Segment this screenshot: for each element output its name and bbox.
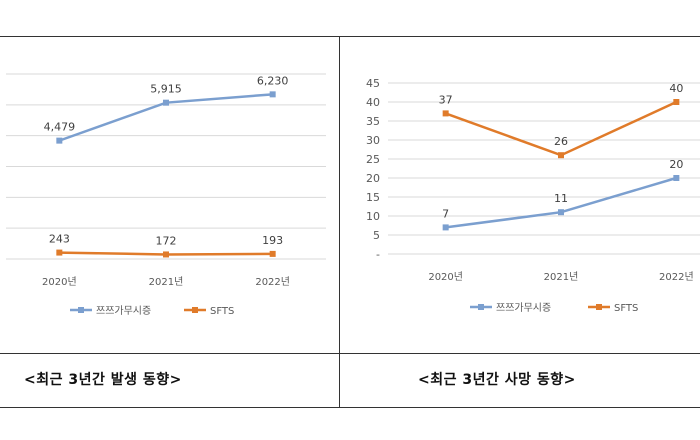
death-chart: - 5 10 15 20 25 30 35 40 45 2020년 2021년 2022년 7 11 20 37… <box>366 77 700 314</box>
data-point-sfts <box>442 110 449 117</box>
y-tick-label: 20 <box>366 172 380 185</box>
legend-marker-sfts <box>596 304 602 310</box>
data-label-tsutsugamushi: 11 <box>554 192 568 205</box>
x-tick-label: 2020년 <box>42 276 77 288</box>
data-label-tsutsugamushi: 5,915 <box>150 83 182 96</box>
y-tick-label: 25 <box>366 153 380 166</box>
death-caption: <최근 3년간 사망 동향> <box>418 372 576 388</box>
y-tick-label: 40 <box>366 96 380 109</box>
x-tick-label: 2021년 <box>149 276 184 288</box>
data-label-sfts: 172 <box>156 234 177 247</box>
data-point-tsutsugamushi <box>673 175 680 181</box>
y-tick-label: 35 <box>366 115 380 128</box>
panel-divider <box>339 36 340 408</box>
caption-divider <box>0 353 700 354</box>
y-tick-label: 5 <box>373 229 380 242</box>
data-point-tsutsugamushi <box>163 99 169 106</box>
table-bottom-border <box>0 407 700 408</box>
y-tick-label: 30 <box>366 134 380 147</box>
data-point-tsutsugamushi <box>442 224 449 231</box>
data-point-sfts <box>56 249 63 256</box>
legend-label-tsutsugamushi: 쯔쯔가무시증 <box>496 302 551 314</box>
data-label-tsutsugamushi: 7 <box>442 207 449 220</box>
legend-marker-tsutsugamushi <box>78 307 84 313</box>
y-tick-label: 45 <box>366 77 380 90</box>
incidence-caption: <최근 3년간 발생 동향> <box>24 372 182 388</box>
data-label-sfts: 243 <box>49 233 70 246</box>
data-point-tsutsugamushi <box>269 91 276 98</box>
data-point-tsutsugamushi <box>558 209 564 216</box>
legend-marker-tsutsugamushi <box>478 304 484 310</box>
y-tick-label: 10 <box>366 210 380 223</box>
legend-label-sfts: SFTS <box>614 303 638 314</box>
y-tick-label: - <box>376 248 380 261</box>
table-top-border <box>0 36 700 37</box>
data-point-sfts <box>163 251 169 258</box>
legend-label-tsutsugamushi: 쯔쯔가무시증 <box>96 305 151 317</box>
x-tick-label: 2021년 <box>544 271 579 283</box>
data-label-sfts: 40 <box>669 82 683 95</box>
x-tick-label: 2022년 <box>659 271 694 283</box>
data-point-sfts <box>269 250 276 257</box>
data-point-tsutsugamushi <box>56 137 63 144</box>
x-tick-label: 2022년 <box>255 276 290 288</box>
legend-marker-sfts <box>192 307 198 313</box>
data-label-sfts: 193 <box>262 234 283 247</box>
legend-label-sfts: SFTS <box>210 306 234 317</box>
data-label-tsutsugamushi: 6,230 <box>257 74 289 87</box>
incidence-chart: 2020년 2021년 2022년 4,479 5,915 6,230 243 172 193 쯔… <box>6 73 326 317</box>
data-label-tsutsugamushi: 4,479 <box>44 121 76 134</box>
data-point-sfts <box>558 152 564 159</box>
x-tick-label: 2020년 <box>428 271 463 283</box>
data-label-tsutsugamushi: 20 <box>669 158 683 171</box>
data-label-sfts: 37 <box>439 93 453 106</box>
data-label-sfts: 26 <box>554 135 568 148</box>
data-point-sfts <box>673 99 680 105</box>
y-tick-label: 15 <box>366 191 380 204</box>
